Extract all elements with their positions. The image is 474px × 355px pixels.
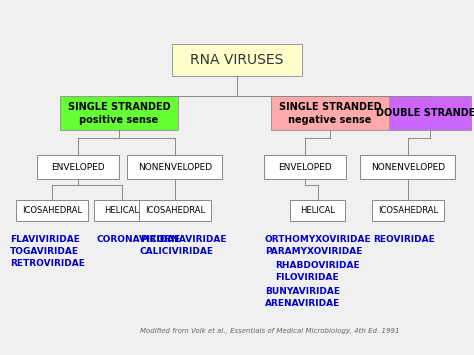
Text: RETROVIRIDAE: RETROVIRIDAE [10,258,85,268]
Text: ORTHOMYXOVIRIDAE: ORTHOMYXOVIRIDAE [265,235,372,244]
Text: REOVIRIDAE: REOVIRIDAE [373,235,435,244]
FancyBboxPatch shape [172,44,302,76]
Text: NONENVELOPED: NONENVELOPED [371,163,445,172]
Text: SINGLE STRANDED
negative sense: SINGLE STRANDED negative sense [279,102,381,125]
FancyBboxPatch shape [389,97,471,131]
Text: ICOSAHEDRAL: ICOSAHEDRAL [145,206,205,215]
Text: RHABDOVIRIDAE: RHABDOVIRIDAE [275,261,360,269]
FancyBboxPatch shape [291,201,346,220]
Text: BUNYAVIRIDAE: BUNYAVIRIDAE [265,286,340,295]
Text: NONENVELOPED: NONENVELOPED [138,163,212,172]
Text: FILOVIRIDAE: FILOVIRIDAE [275,273,338,282]
FancyBboxPatch shape [16,201,88,220]
Text: CORONAVIRIDAE: CORONAVIRIDAE [97,235,181,244]
FancyBboxPatch shape [94,201,149,220]
Text: ICOSAHEDRAL: ICOSAHEDRAL [378,206,438,215]
Text: HELICAL: HELICAL [104,206,139,215]
Text: HELICAL: HELICAL [301,206,336,215]
Text: SINGLE STRANDED
positive sense: SINGLE STRANDED positive sense [68,102,170,125]
Text: FLAVIVIRIDAE: FLAVIVIRIDAE [10,235,80,244]
Text: CALICIVIRIDAE: CALICIVIRIDAE [140,246,214,256]
Text: TOGAVIRIDAE: TOGAVIRIDAE [10,246,79,256]
Text: RNA VIRUSES: RNA VIRUSES [191,54,283,67]
FancyBboxPatch shape [361,155,456,180]
Text: ICOSAHEDRAL: ICOSAHEDRAL [22,206,82,215]
FancyBboxPatch shape [271,97,389,131]
Text: PARAMYXOVIRIDAE: PARAMYXOVIRIDAE [265,246,363,256]
FancyBboxPatch shape [128,155,222,180]
Text: Modified from Volk et al., Essentials of Medical Microbiology, 4th Ed. 1991: Modified from Volk et al., Essentials of… [140,328,400,334]
Text: ENVELOPED: ENVELOPED [51,163,105,172]
FancyBboxPatch shape [60,97,178,131]
Text: DOUBLE STRANDED: DOUBLE STRANDED [376,109,474,119]
FancyBboxPatch shape [37,155,119,180]
FancyBboxPatch shape [264,155,346,180]
Text: ENVELOPED: ENVELOPED [278,163,332,172]
FancyBboxPatch shape [139,201,211,220]
Text: PICORNAVIRIDAE: PICORNAVIRIDAE [140,235,227,244]
FancyBboxPatch shape [372,201,444,220]
Text: ARENAVIRIDAE: ARENAVIRIDAE [265,299,340,307]
